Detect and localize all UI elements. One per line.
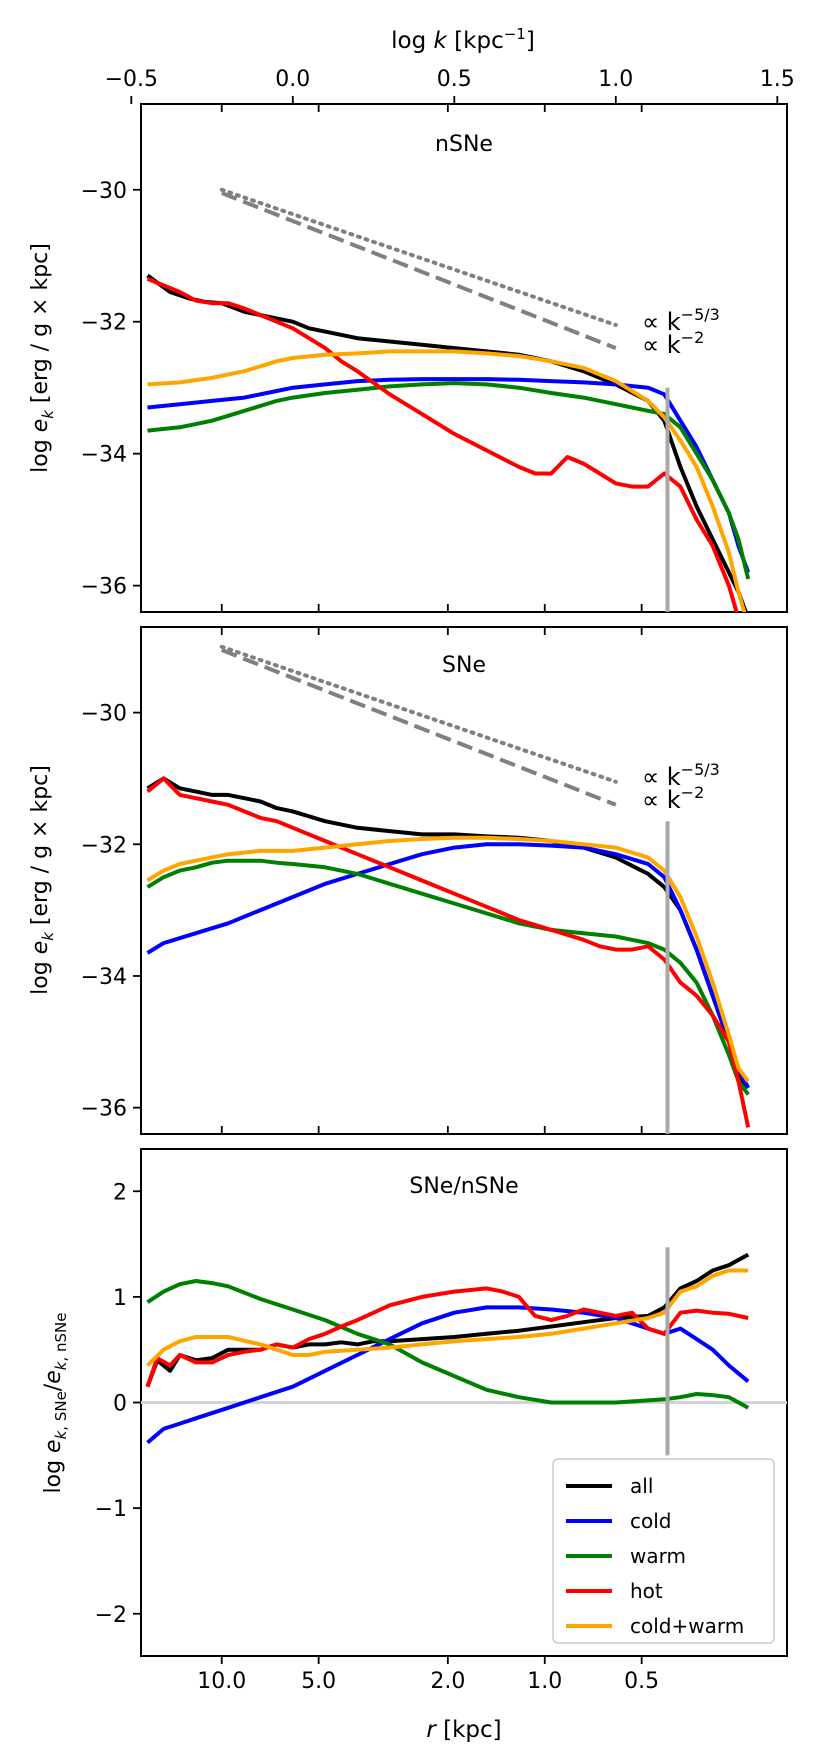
series-line-cold-warm: [147, 349, 747, 612]
top-x-tick-label: 1.5: [760, 67, 795, 92]
annotation-k53-middle: ∝ k−5/3: [642, 760, 720, 791]
legend: all cold warm hot cold+warm: [552, 1458, 775, 1644]
y-tick-label: −34: [81, 965, 127, 990]
reference-line-k-2: [221, 648, 617, 807]
series-line-cold-warm: [146, 1268, 749, 1367]
series-line-cold: [146, 1305, 750, 1445]
series-line-cold: [146, 842, 750, 1089]
series-line-hot: [146, 776, 751, 1128]
legend-box: [552, 1458, 775, 1644]
series-line-hot: [146, 276, 739, 612]
top-x-tick-label: 0.0: [275, 67, 310, 92]
y-tick-label: 2: [113, 1180, 127, 1205]
x-tick-label: 2.0: [430, 1669, 465, 1694]
y-axis-label-middle: log ek [erg / g × kpc]: [28, 765, 57, 995]
x-tick-label: 1.0: [527, 1669, 562, 1694]
top-x-axis: log k [kpc−1] −0.5 0.0 0.5 1.0 1.5: [105, 25, 795, 104]
panel-nsne: −30 −32 −34 −36 nSNe log ek [erg / g × kpc]…: [28, 103, 788, 613]
series-line-all: [146, 776, 750, 1090]
y-tick-label: −36: [81, 1097, 127, 1122]
series-line-cold-warm: [146, 835, 750, 1083]
annotation-k53-top: ∝ k−5/3: [642, 305, 720, 336]
y-tick-label: −30: [81, 702, 127, 727]
y-axis-label-top: log ek [erg / g × kpc]: [28, 243, 57, 473]
top-x-tick-label: 1.0: [598, 67, 633, 92]
series-line-all: [145, 1252, 750, 1388]
y-tick-label: −36: [81, 575, 127, 600]
axes-frame-middle: [140, 626, 788, 1135]
legend-label: hot: [630, 1579, 663, 1603]
reference-line-k-2: [221, 191, 617, 350]
series-line-warm: [146, 1279, 750, 1410]
panel-title-sne: SNe: [442, 653, 486, 678]
legend-label: all: [630, 1474, 653, 1498]
axes-frame-top: [140, 103, 788, 613]
top-x-tick-label: 0.5: [437, 67, 472, 92]
y-axis-label-bottom: log ek, SNe/ek, nSNe: [41, 1313, 70, 1494]
y-tick-label: −1: [95, 1497, 127, 1522]
top-x-axis-label: log k [kpc−1]: [391, 25, 535, 54]
y-tick-label: −2: [95, 1603, 127, 1628]
series-line-hot: [145, 1286, 749, 1388]
series-line-cold: [147, 377, 751, 574]
reference-line-k-5-3: [219, 187, 618, 328]
y-tick-label: 1: [113, 1286, 127, 1311]
series-line-warm: [146, 858, 750, 1096]
panel-title-nsne: nSNe: [435, 132, 493, 157]
y-tick-label: −34: [81, 443, 127, 468]
panel-ratio: 2 1 0 −1 −2 10.0 5.0 2.0 1.0 0.5 SNe/nSNe log ek,…: [41, 1148, 788, 1743]
annotation-k2-top: ∝ k−2: [642, 328, 704, 359]
legend-label: cold+warm: [630, 1614, 744, 1638]
top-x-tick-label: −0.5: [105, 67, 158, 92]
y-tick-label: −32: [81, 833, 127, 858]
x-tick-label: 5.0: [301, 1669, 336, 1694]
y-tick-label: −30: [81, 179, 127, 204]
series-line-all: [146, 273, 748, 612]
panel-sne: −30−32−34−36 SNe log ek [erg / g × kpc] …: [28, 626, 788, 1135]
x-axis-label: r [kpc]: [426, 1717, 501, 1743]
y-tick-label: −32: [81, 311, 127, 336]
legend-label: cold: [630, 1509, 671, 1533]
reference-line-k-5-3: [219, 644, 618, 784]
y-tick-label: 0: [113, 1392, 127, 1417]
x-tick-label: 0.5: [624, 1669, 659, 1694]
x-tick-label: 10.0: [197, 1669, 246, 1694]
panel-title-ratio: SNe/nSNe: [409, 1174, 518, 1199]
annotation-k2-middle: ∝ k−2: [642, 783, 704, 814]
legend-label: warm: [630, 1544, 686, 1568]
series-line-warm: [147, 381, 751, 580]
